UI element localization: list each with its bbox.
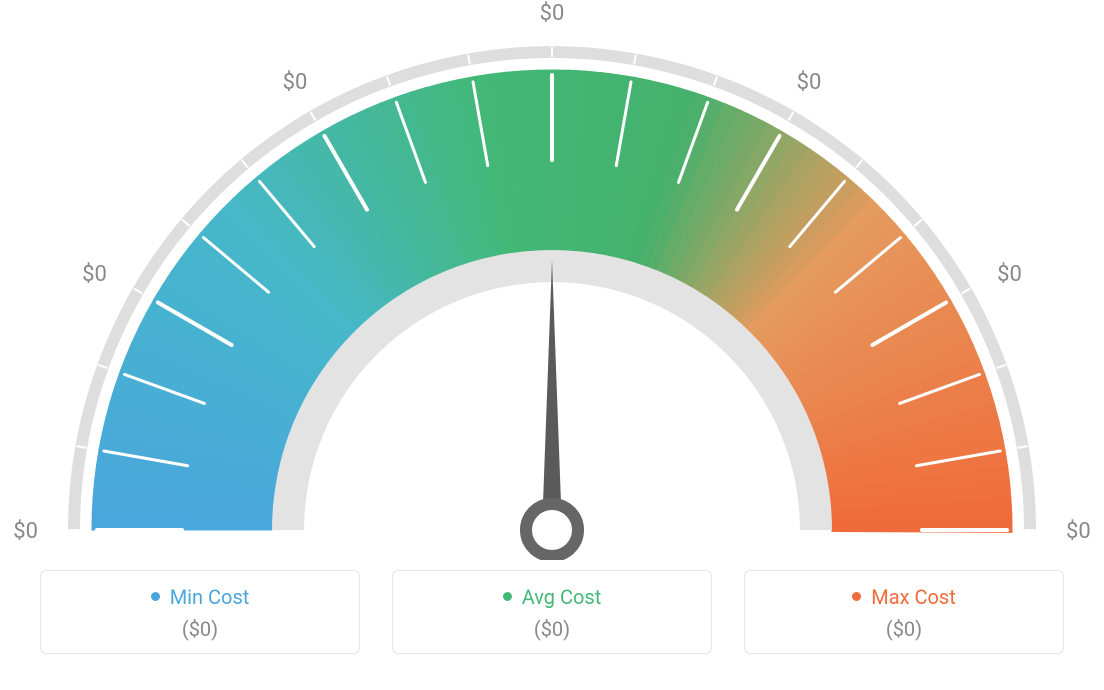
legend-label-min: Min Cost: [170, 585, 250, 609]
legend-value-max: ($0): [755, 617, 1053, 641]
gauge-scale-label: $0: [797, 70, 822, 95]
legend-title-max: Max Cost: [755, 585, 1053, 609]
legend-row: Min Cost ($0) Avg Cost ($0) Max Cost ($0…: [0, 570, 1104, 654]
gauge-svg: $0 $0 $0 $0 $0 $0 $0: [0, 0, 1104, 560]
legend-title-avg: Avg Cost: [403, 585, 701, 609]
gauge-scale-label: $0: [540, 1, 565, 26]
gauge-scale-label: $0: [82, 262, 107, 287]
legend-title-min: Min Cost: [51, 585, 349, 609]
legend-card-avg: Avg Cost ($0): [392, 570, 712, 654]
legend-dot-max: [852, 592, 861, 601]
gauge-scale-label: $0: [283, 70, 308, 95]
legend-card-max: Max Cost ($0): [744, 570, 1064, 654]
gauge-scale-label: $0: [13, 519, 38, 544]
legend-dot-min: [151, 592, 160, 601]
gauge-chart: $0 $0 $0 $0 $0 $0 $0: [0, 0, 1104, 560]
gauge-scale-label: $0: [997, 262, 1022, 287]
legend-value-avg: ($0): [403, 617, 701, 641]
gauge-scale-label: $0: [1066, 519, 1091, 544]
legend-card-min: Min Cost ($0): [40, 570, 360, 654]
legend-label-max: Max Cost: [871, 585, 956, 609]
legend-label-avg: Avg Cost: [522, 585, 602, 609]
legend-value-min: ($0): [51, 617, 349, 641]
legend-dot-avg: [503, 592, 512, 601]
